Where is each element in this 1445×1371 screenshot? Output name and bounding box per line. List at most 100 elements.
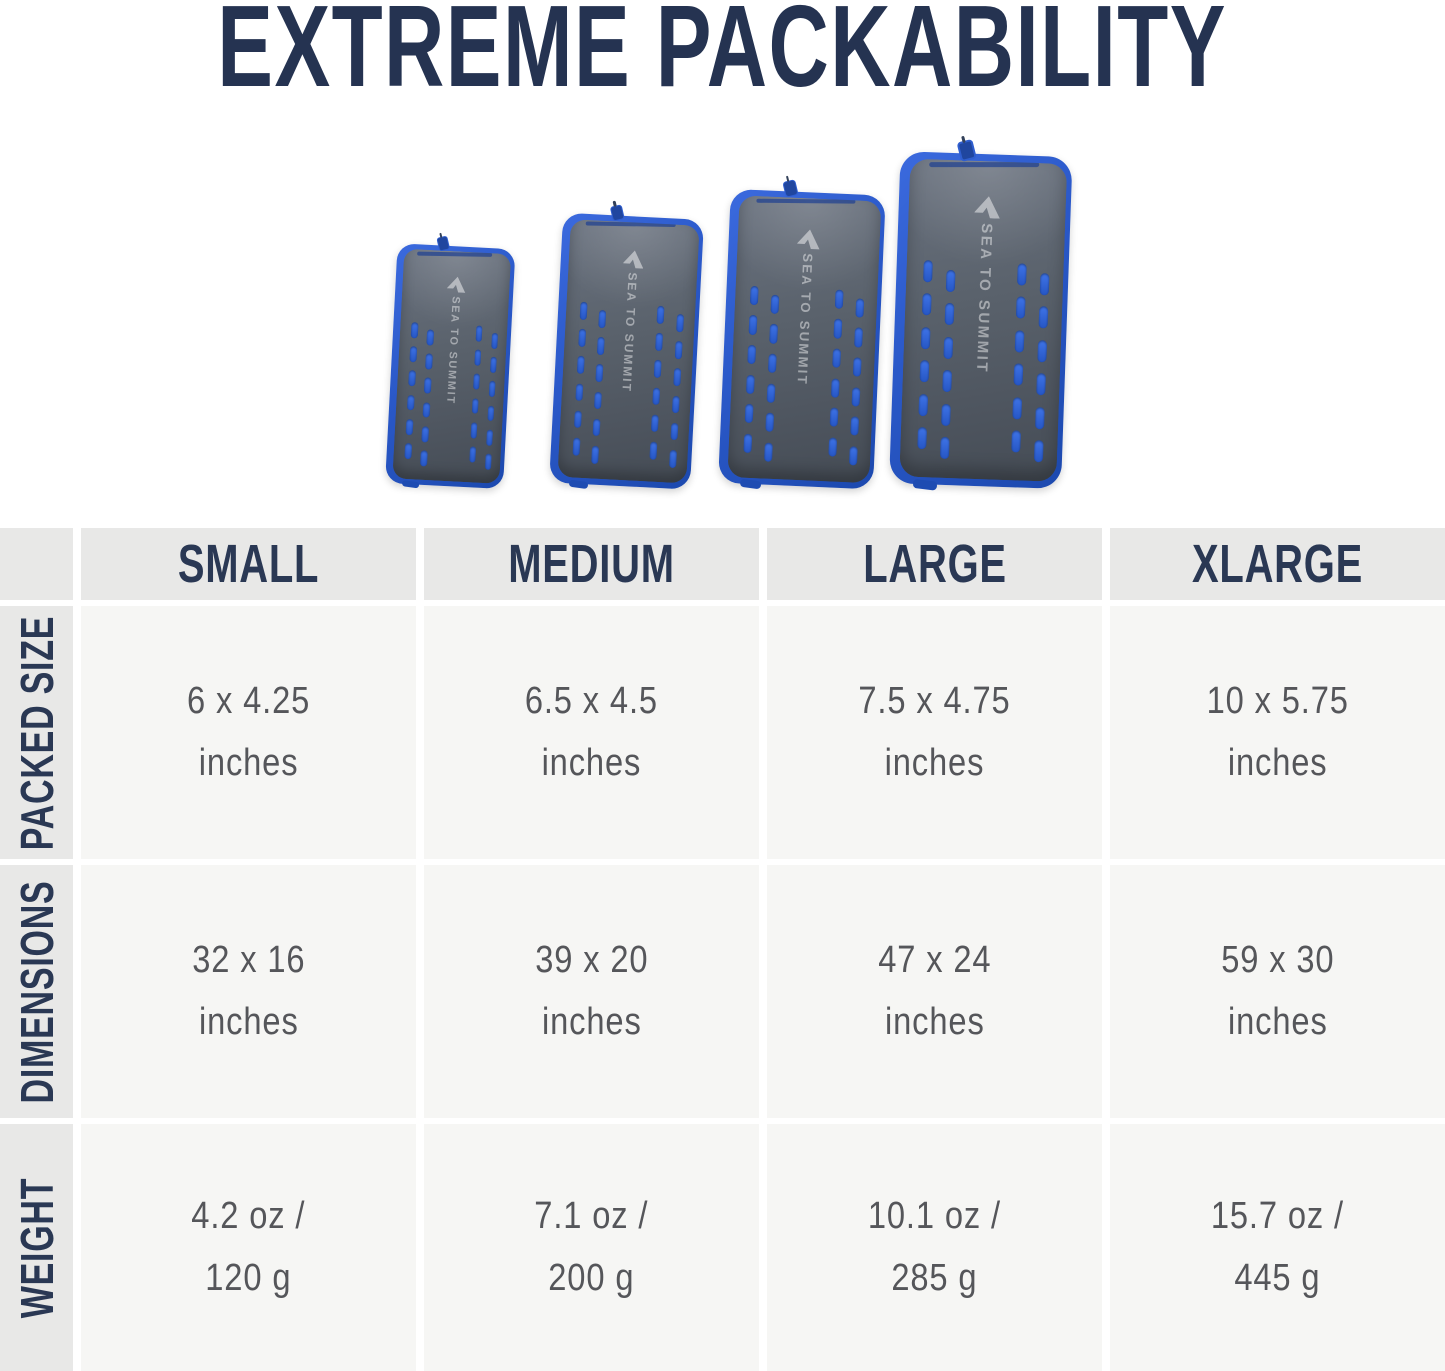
vent-slot	[421, 426, 429, 443]
vent-slots-left	[736, 280, 786, 462]
vent-slots-right	[1003, 257, 1057, 463]
hang-loop	[738, 479, 761, 490]
vent-slot	[425, 353, 433, 370]
column-header-label: XLARGE	[1192, 534, 1363, 594]
brand-logo: SEA TO SUMMIT	[790, 229, 820, 386]
vent-slot	[650, 414, 659, 433]
pouch-front: SEA TO SUMMIT	[726, 195, 881, 484]
cell-weight-medium: 7.1 oz / 200 g	[424, 1124, 759, 1371]
vent-slot	[409, 346, 417, 363]
vent-slot	[767, 353, 777, 374]
vent-slot	[673, 341, 682, 360]
vent-slot	[426, 329, 434, 346]
vent-slot	[404, 442, 412, 459]
vent-slot	[916, 427, 927, 450]
cell-weight-large: 10.1 oz / 285 g	[767, 1124, 1102, 1371]
vent-slot	[1011, 396, 1022, 420]
brand-logo-text: SEA TO SUMMIT	[618, 271, 640, 393]
vent-slot	[408, 370, 416, 387]
brand-logo: SEA TO SUMMIT	[440, 276, 465, 405]
vent-slot	[768, 324, 778, 344]
vent-slot	[574, 383, 583, 402]
column-header-xlarge: XLARGE	[1110, 528, 1445, 600]
vent-slot	[653, 360, 662, 378]
brand-logo-text: SEA TO SUMMIT	[443, 295, 462, 405]
vent-slot	[474, 325, 483, 342]
vent-slot	[488, 381, 496, 398]
vent-slot	[469, 422, 478, 439]
column-header-label: MEDIUM	[508, 534, 675, 594]
vent-slot	[748, 315, 757, 335]
cell-dimensions-medium: 39 x 20 inches	[424, 865, 759, 1118]
zipper	[585, 221, 676, 228]
vent-slot	[1039, 273, 1050, 296]
vent-slot	[405, 418, 413, 435]
vent-slots-right	[821, 284, 871, 466]
vent-slot	[593, 391, 602, 410]
vent-slot	[919, 326, 930, 350]
vent-slot	[1016, 263, 1027, 286]
vent-slot	[945, 269, 956, 293]
vent-slot	[471, 397, 479, 415]
hang-loop	[567, 479, 588, 490]
vent-slot	[649, 441, 658, 460]
pouch-front: SEA TO SUMMIT	[898, 158, 1067, 482]
vent-slot	[939, 436, 950, 460]
vent-slot	[1012, 363, 1023, 386]
vent-slot	[576, 356, 585, 374]
cell-packed-size-large: 7.5 x 4.75 inches	[767, 606, 1102, 859]
vent-slot	[744, 403, 753, 424]
vent-slot	[827, 437, 837, 457]
brand-logo: SEA TO SUMMIT	[968, 196, 1000, 375]
product-pouch-small: SEA TO SUMMIT	[384, 235, 515, 490]
vent-slot	[486, 405, 495, 422]
zipper	[416, 251, 492, 257]
hang-loop	[912, 478, 938, 491]
vent-slot	[941, 370, 952, 393]
vent-slot	[855, 298, 864, 318]
vent-slots-left	[399, 318, 439, 467]
vent-slot	[851, 386, 861, 407]
vent-slot	[571, 437, 580, 456]
brand-logo: SEA TO SUMMIT	[616, 250, 644, 393]
vent-slot	[410, 322, 418, 339]
vent-slot	[669, 422, 678, 441]
pouch-front: SEA TO SUMMIT	[556, 218, 700, 484]
column-header-medium: MEDIUM	[424, 528, 759, 600]
zipper-pull-icon	[781, 178, 798, 198]
vent-slot	[1015, 296, 1026, 320]
vent-slot	[853, 327, 863, 348]
brand-logo-text: SEA TO SUMMIT	[972, 222, 995, 375]
vent-slot	[921, 293, 931, 316]
table-corner-cell	[0, 528, 73, 600]
vent-slots-right	[464, 321, 504, 470]
brand-logo-text: SEA TO SUMMIT	[794, 252, 815, 387]
vent-slot	[473, 349, 481, 366]
cell-dimensions-large: 47 x 24 inches	[767, 865, 1102, 1118]
vent-slot	[745, 374, 755, 394]
vent-slot	[406, 394, 415, 411]
vent-slot	[746, 344, 756, 365]
zipper	[928, 162, 1039, 168]
vent-slot	[943, 336, 953, 360]
row-header-label: DIMENSIONS	[10, 879, 63, 1104]
product-image: SEA TO SUMMIT SEA TO SUMMIT	[0, 98, 1445, 491]
cell-weight-small: 4.2 oz / 120 g	[81, 1124, 416, 1371]
vent-slot	[1038, 306, 1049, 329]
vent-slot	[654, 332, 663, 351]
pouch-front: SEA TO SUMMIT	[392, 248, 512, 484]
vent-slot	[472, 373, 480, 390]
page-title: EXTREME PACKABILITY	[0, 0, 1445, 111]
row-header-label: WEIGHT	[10, 1177, 63, 1318]
vent-slot	[490, 332, 498, 350]
spec-table: SMALL MEDIUM LARGE XLARGE PACKED SIZE 6 …	[0, 528, 1445, 1371]
vent-slot	[468, 446, 476, 463]
vent-slot	[1036, 373, 1046, 396]
vent-slot	[592, 418, 601, 437]
vent-slot	[918, 360, 929, 383]
vent-slot	[484, 453, 492, 470]
zipper	[755, 198, 856, 205]
vent-slots-left	[566, 297, 613, 464]
vent-slot	[831, 348, 841, 369]
